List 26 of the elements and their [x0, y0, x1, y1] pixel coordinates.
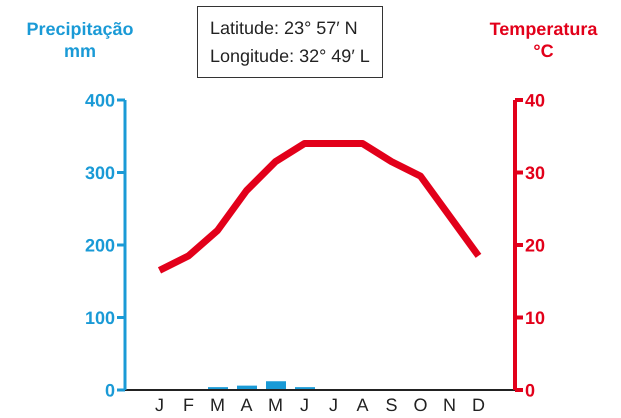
x-tick-label: J — [300, 394, 309, 415]
y-tick-label: 400 — [84, 90, 115, 110]
y-tick-label: 100 — [84, 308, 115, 328]
x-tick-label: M — [210, 394, 225, 415]
y-tick-label: 300 — [84, 162, 115, 183]
y2-tick-label: 10 — [525, 308, 546, 328]
y2-tick-label: 30 — [525, 162, 546, 183]
y2-tick-label: 40 — [525, 90, 546, 110]
x-tick-label: A — [240, 394, 253, 415]
y-axis-title: Precipitação mm — [25, 18, 135, 62]
x-tick-label: S — [385, 394, 398, 415]
y2-tick-label: 0 — [525, 380, 536, 400]
x-tick-label: O — [413, 394, 428, 415]
x-tick-label: F — [183, 394, 194, 415]
x-tick-label: D — [472, 394, 485, 415]
text: Longitude: 32° 49′ L — [210, 45, 370, 68]
x-tick-label: J — [155, 394, 164, 415]
x-tick-label: A — [356, 394, 369, 415]
y2-tick-label: 20 — [525, 235, 546, 256]
y-tick-label: 0 — [104, 380, 115, 400]
y-tick-label: 200 — [84, 235, 115, 256]
y2-axis-title: Temperatura °C — [488, 18, 598, 62]
text: Latitude: 23° 57′ N — [210, 17, 359, 40]
x-tick-label: J — [329, 394, 338, 415]
x-tick-label: N — [443, 394, 456, 415]
x-tick-label: M — [268, 394, 283, 415]
